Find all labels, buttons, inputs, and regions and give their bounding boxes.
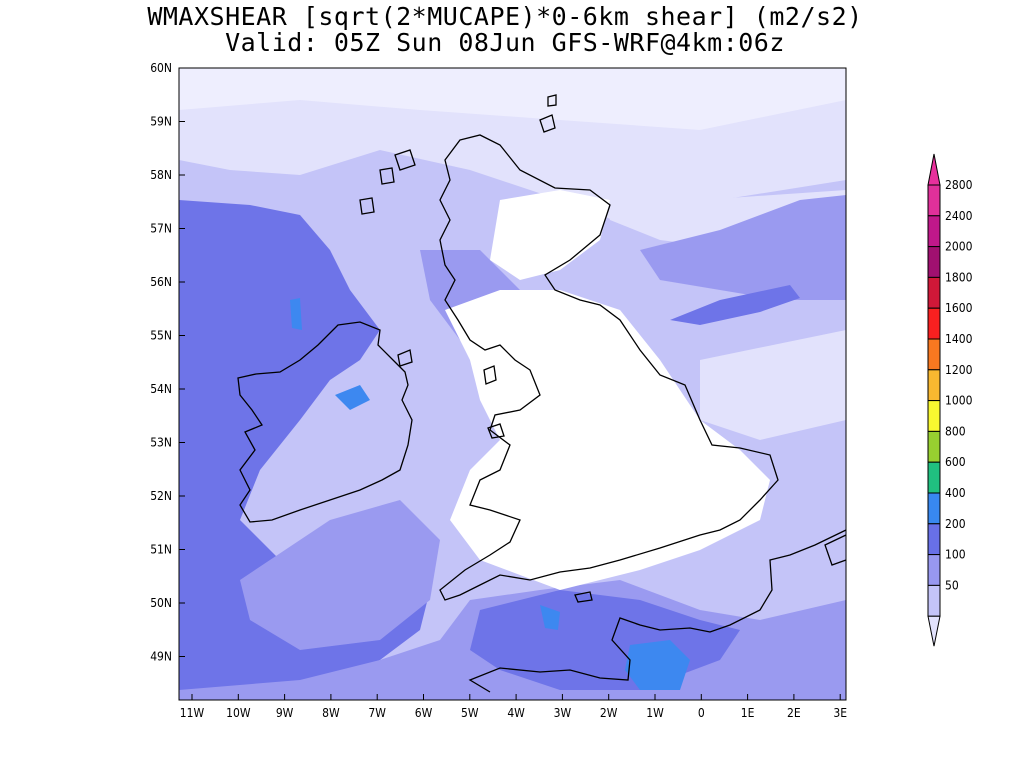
shear-field bbox=[179, 68, 846, 700]
lat-tick-label: 51N bbox=[150, 543, 172, 557]
lon-tick-label: 2E bbox=[787, 706, 801, 720]
chart-title: WMAXSHEAR [sqrt(2*MUCAPE)*0-6km shear] (… bbox=[147, 2, 863, 31]
lon-tick-label: 3E bbox=[833, 706, 847, 720]
lat-tick-label: 52N bbox=[150, 489, 172, 503]
lat-tick-label: 57N bbox=[150, 222, 172, 236]
colorbar-label: 100 bbox=[945, 548, 966, 562]
colorbar-label: 2000 bbox=[945, 240, 973, 254]
longitude-axis: 11W 10W 9W 8W 7W 6W 5W 4W 3W 2W 1W 0 1E 2E 3E bbox=[180, 694, 847, 720]
colorbar-swatch bbox=[927, 276, 941, 309]
lon-tick-label: 1W bbox=[646, 706, 664, 720]
lat-tick-label: 60N bbox=[150, 61, 172, 75]
colorbar-swatch bbox=[927, 554, 941, 586]
lat-tick-label: 54N bbox=[150, 382, 172, 396]
colorbar-label: 1000 bbox=[945, 394, 973, 408]
colorbar-swatch bbox=[927, 246, 941, 278]
colorbar-swatch bbox=[927, 430, 941, 463]
colorbar-label: 2400 bbox=[945, 209, 973, 223]
lat-tick-label: 53N bbox=[150, 436, 172, 450]
lon-tick-label: 0 bbox=[698, 706, 705, 720]
colorbar-swatch bbox=[927, 184, 941, 217]
lat-tick-label: 58N bbox=[150, 168, 172, 182]
coastlines bbox=[237, 94, 847, 693]
lat-tick-label: 59N bbox=[150, 115, 172, 129]
lon-tick-label: 7W bbox=[368, 706, 386, 720]
colorbar-label: 1200 bbox=[945, 363, 973, 377]
lon-tick-label: 1E bbox=[741, 706, 755, 720]
colorbar-label: 50 bbox=[945, 578, 959, 592]
colorbar-label: 400 bbox=[945, 486, 966, 500]
lon-tick-label: 9W bbox=[276, 706, 294, 720]
colorbar-above-triangle bbox=[927, 153, 941, 186]
lon-tick-label: 5W bbox=[461, 706, 479, 720]
colorbar-swatch bbox=[927, 492, 941, 525]
colorbar-swatch bbox=[927, 461, 941, 494]
colorbar-label: 1400 bbox=[945, 332, 973, 346]
lon-tick-label: 2W bbox=[600, 706, 618, 720]
colorbar-legend: 2800 2400 2000 1800 1600 1400 1200 1000 800 600 40… bbox=[927, 153, 973, 647]
lat-tick-label: 55N bbox=[150, 329, 172, 343]
lat-tick-label: 56N bbox=[150, 275, 172, 289]
colorbar-swatch bbox=[927, 400, 941, 432]
lon-tick-label: 6W bbox=[415, 706, 433, 720]
lon-tick-label: 11W bbox=[180, 706, 205, 720]
lon-tick-label: 8W bbox=[322, 706, 340, 720]
lon-tick-label: 4W bbox=[507, 706, 525, 720]
lon-tick-label: 3W bbox=[554, 706, 572, 720]
latitude-axis: 60N 59N 58N 57N 56N 55N 54N 53N 52N 51N 50N 49N bbox=[150, 61, 185, 664]
plot-frame bbox=[178, 67, 847, 701]
lat-tick-label: 50N bbox=[150, 596, 172, 610]
colorbar-swatch bbox=[927, 369, 941, 402]
colorbar-swatch bbox=[927, 584, 941, 617]
lat-tick-label: 49N bbox=[150, 650, 172, 664]
colorbar-label: 1800 bbox=[945, 270, 973, 284]
colorbar-label: 600 bbox=[945, 455, 966, 469]
colorbar-label: 800 bbox=[945, 424, 966, 438]
chart-subtitle: Valid: 05Z Sun 08Jun GFS-WRF@4km:06z bbox=[225, 28, 785, 57]
colorbar-label: 200 bbox=[945, 517, 966, 531]
colorbar-swatch bbox=[927, 338, 941, 371]
colorbar-label: 2800 bbox=[945, 178, 973, 192]
colorbar-below-triangle bbox=[927, 615, 941, 647]
colorbar-swatch bbox=[927, 307, 941, 340]
colorbar-label: 1600 bbox=[945, 301, 973, 315]
colorbar-swatch bbox=[927, 523, 941, 556]
colorbar-swatch bbox=[927, 215, 941, 248]
lon-tick-label: 10W bbox=[226, 706, 251, 720]
